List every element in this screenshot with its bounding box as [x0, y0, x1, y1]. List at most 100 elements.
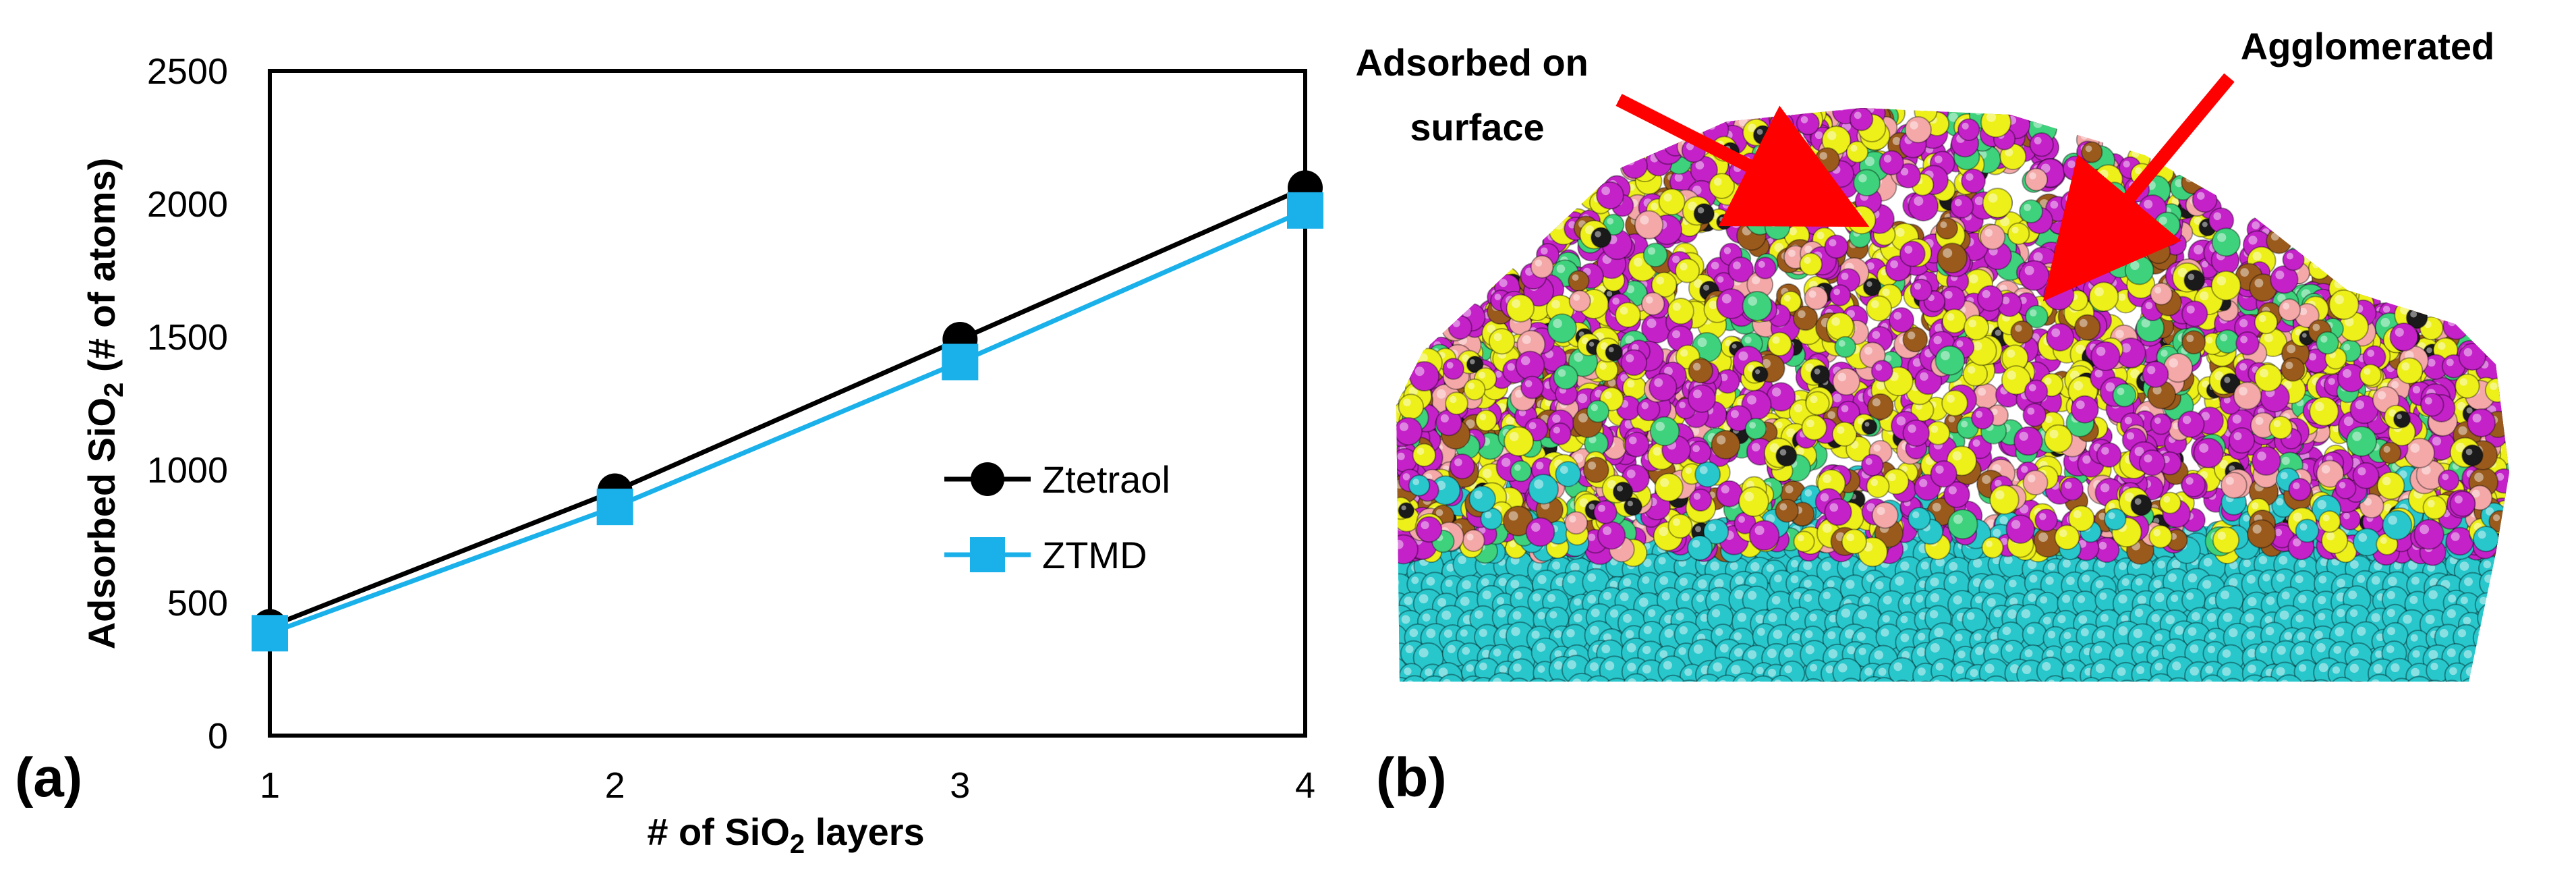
atom-sphere	[2316, 331, 2339, 355]
atom-sphere	[1997, 680, 2026, 682]
atom-sphere	[1586, 400, 1610, 423]
atom-sphere	[2013, 426, 2043, 456]
atom-sphere	[1510, 460, 1532, 483]
atom-sphere	[2335, 477, 2357, 499]
atom-sphere	[1445, 391, 1468, 416]
atom-sphere	[2193, 437, 2224, 468]
y-tick-label: 1500	[147, 317, 228, 358]
atom-sphere	[1398, 502, 1415, 519]
atom-sphere	[2396, 357, 2424, 385]
atom-sphere	[1941, 389, 1968, 417]
atom-sphere	[2420, 680, 2451, 682]
atom-sphere	[1853, 169, 1881, 197]
series-line-ztetraol	[268, 186, 1307, 629]
atom-sphere	[2477, 602, 2508, 634]
atom-sphere	[2457, 677, 2486, 682]
atom-sphere	[2007, 222, 2030, 245]
x-axis-title: # of SiO2 layers	[647, 810, 924, 859]
atom-sphere	[1981, 675, 2011, 682]
atom-sphere	[1775, 445, 1798, 467]
atom-sphere	[1667, 297, 1695, 325]
atom-sphere	[1638, 678, 1663, 682]
atom-sphere	[1688, 440, 1712, 465]
atom-sphere	[2022, 622, 2047, 647]
atom-sphere	[1982, 188, 2013, 219]
atom-sphere	[1694, 461, 1721, 488]
atom-sphere	[1796, 111, 1820, 136]
atom-sphere	[1744, 417, 1767, 440]
atom-sphere	[2449, 490, 2476, 518]
atom-sphere	[1515, 350, 1545, 381]
atom-sphere	[1396, 676, 1415, 682]
atom-sphere	[2185, 681, 2210, 682]
atom-sphere	[2484, 377, 2509, 403]
atom-sphere	[1841, 528, 1867, 555]
atom-sphere	[1505, 678, 1533, 682]
atom-sphere	[1675, 258, 1700, 283]
atom-sphere	[1962, 607, 1988, 634]
atom-sphere	[1824, 497, 1852, 526]
atom-sphere	[2060, 190, 2086, 215]
atom-sphere	[2219, 678, 2246, 682]
atom-sphere	[1716, 213, 1733, 230]
atom-sphere	[1976, 285, 2004, 312]
molecular-image	[1396, 108, 2509, 682]
atom-sphere	[1899, 240, 1926, 267]
atom-sphere	[1937, 242, 1968, 274]
atom-sphere	[1879, 150, 1904, 175]
atom-sphere	[1504, 426, 1535, 457]
atom-sphere	[2181, 472, 2206, 498]
atom-sphere	[1822, 680, 1848, 682]
atom-sphere	[1957, 118, 1980, 142]
atom-sphere	[2177, 410, 2205, 438]
atom-sphere	[1980, 108, 2012, 138]
atom-sphere	[1764, 214, 1791, 240]
atom-sphere	[2472, 623, 2502, 653]
atom-sphere	[1752, 125, 1773, 145]
atom-sphere	[2165, 677, 2193, 682]
atom-sphere	[1468, 676, 1499, 682]
atom-sphere	[1889, 680, 1916, 682]
atom-sphere	[1799, 252, 1823, 276]
atom-sphere	[2081, 141, 2103, 163]
atom-sphere	[1530, 254, 1554, 279]
atom-sphere	[1742, 192, 1769, 219]
y-tick-label: 500	[167, 583, 228, 624]
atom-sphere	[2183, 269, 2206, 292]
legend-label-ztmd: ZTMD	[1042, 534, 1147, 576]
atom-sphere	[2268, 415, 2293, 440]
atom-sphere	[2251, 445, 2281, 476]
atom-sphere	[1769, 111, 1794, 137]
atom-sphere	[1543, 678, 1572, 682]
atom-sphere	[2018, 260, 2050, 292]
atom-sphere	[2295, 680, 2323, 682]
atom-sphere	[1715, 288, 1747, 319]
atom-sphere	[1832, 657, 1862, 682]
atom-sphere	[1687, 384, 1717, 413]
chart-panel-a: 0 500 1000 1500 2000 2500 1 2 3 4 # of SiO2 laye…	[15, 51, 1323, 859]
atom-sphere	[2220, 472, 2248, 499]
atom-sphere	[2359, 364, 2382, 387]
atom-sphere	[2308, 257, 2331, 280]
atom-sphere	[1649, 373, 1678, 402]
atom-sphere	[2059, 476, 2084, 501]
atom-sphere	[2247, 519, 2277, 549]
atom-sphere	[1605, 343, 1624, 362]
atom-sphere	[1615, 302, 1641, 328]
atom-sphere	[1568, 270, 1590, 292]
atom-sphere	[2278, 298, 2301, 322]
atom-sphere	[1520, 375, 1544, 400]
atom-sphere	[2142, 360, 2169, 388]
atom-sphere	[2318, 510, 2341, 533]
atom-sphere	[1860, 453, 1884, 477]
annotation-adsorbed: Adsorbed on surface	[1356, 41, 1599, 148]
atom-sphere	[1715, 480, 1743, 507]
atom-sphere	[2442, 312, 2470, 340]
atom-sphere	[1408, 474, 1431, 497]
atom-sphere	[2146, 239, 2171, 265]
atom-sphere	[1810, 364, 1831, 385]
atom-sphere	[1568, 290, 1591, 312]
atom-sphere	[2022, 403, 2047, 427]
atom-sphere	[2150, 413, 2172, 435]
atom-sphere	[1674, 679, 1705, 682]
